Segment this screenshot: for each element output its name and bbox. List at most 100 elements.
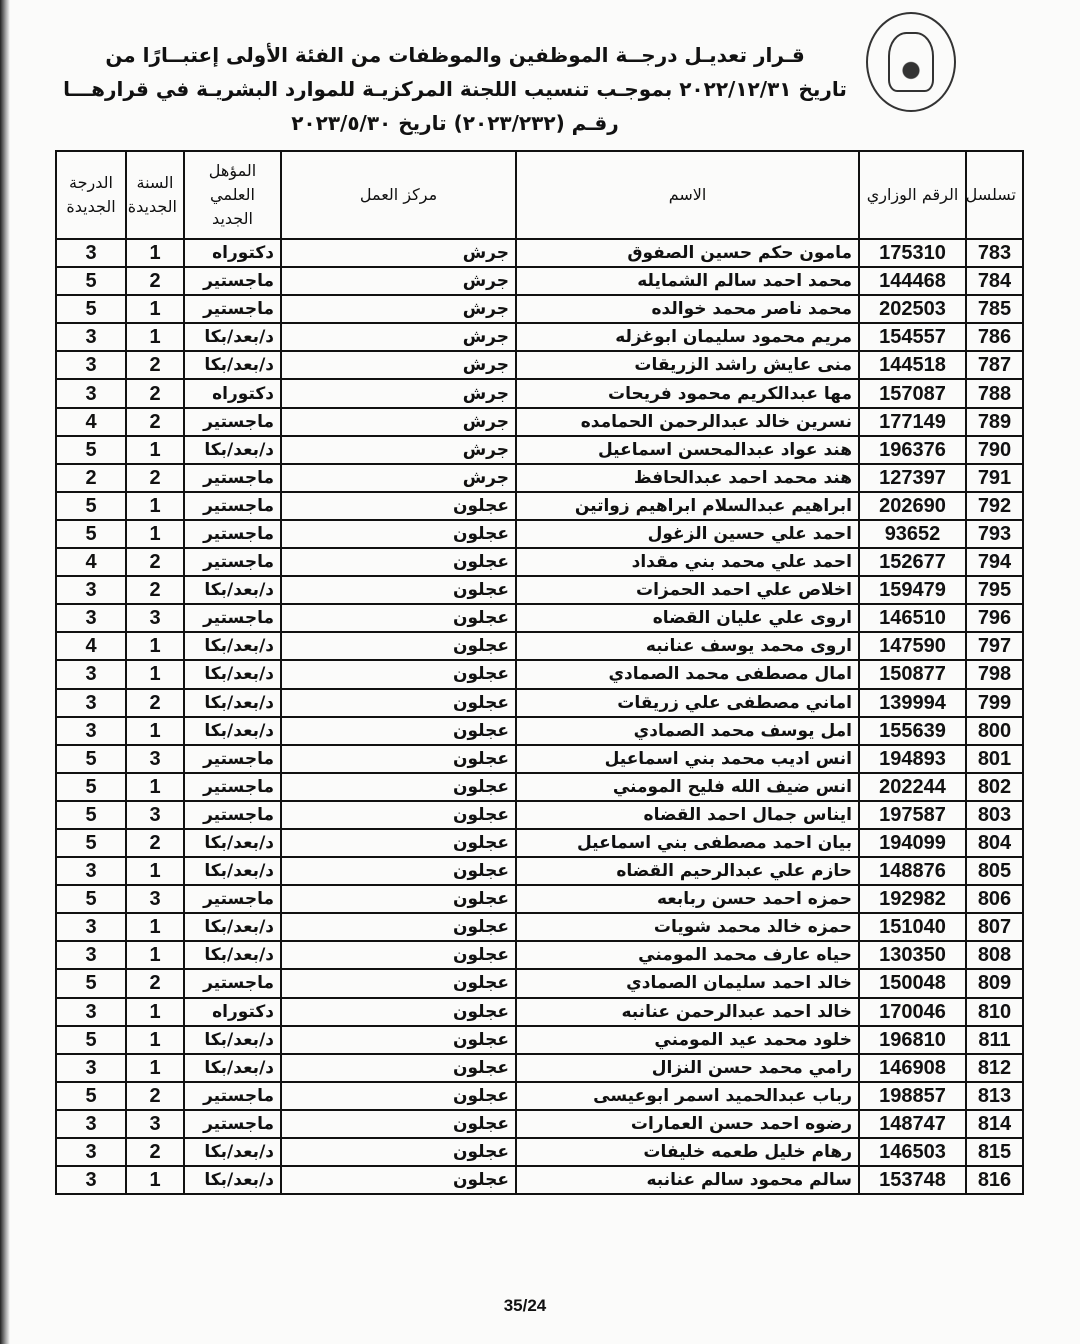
- cell-qualification: د/بعد/بكا: [183, 322, 282, 353]
- col-ministry-number: الرقم الوزاري: [858, 150, 967, 240]
- cell-name: اروى علي عليان القضاه: [515, 603, 860, 634]
- cell-new-year: 1: [125, 771, 185, 802]
- cell-new-year: 2: [125, 827, 185, 859]
- cell-new-year: 1: [125, 996, 185, 1027]
- cell-name: رهام خليل طعمه خليفات: [515, 1136, 860, 1168]
- cell-work-center: عجلون: [280, 771, 517, 802]
- cell-new-grade: 3: [55, 856, 127, 887]
- cell-serial: 804: [965, 827, 1024, 859]
- cell-new-grade: 5: [55, 743, 127, 774]
- cell-name: انس ضيف الله فليح المومني: [515, 771, 860, 802]
- col-new-grade: الدرجة الجديدة: [55, 150, 127, 240]
- cell-work-center: جرش: [280, 294, 517, 325]
- cell-qualification: د/بعد/بكا: [183, 940, 282, 971]
- cell-serial: 812: [965, 1052, 1024, 1083]
- cell-new-grade: 3: [55, 575, 127, 606]
- cell-ministry-number: 147590: [858, 631, 967, 662]
- cell-ministry-number: 148747: [858, 1108, 967, 1140]
- table-header-row: تسلسل الرقم الوزاري الاسم مركز العمل الم…: [55, 150, 1024, 240]
- cell-ministry-number: 194893: [858, 743, 967, 774]
- cell-ministry-number: 198857: [858, 1080, 967, 1111]
- cell-serial: 805: [965, 856, 1024, 887]
- cell-work-center: جرش: [280, 322, 517, 353]
- cell-new-grade: 3: [55, 237, 127, 269]
- cell-work-center: عجلون: [280, 659, 517, 690]
- cell-qualification: ماجستير: [183, 518, 282, 550]
- cell-ministry-number: 157087: [858, 378, 967, 409]
- cell-qualification: د/بعد/بكا: [183, 912, 282, 943]
- cell-new-year: 1: [125, 659, 185, 690]
- cell-work-center: جرش: [280, 378, 517, 409]
- cell-new-grade: 3: [55, 1052, 127, 1083]
- cell-qualification: ماجستير: [183, 1080, 282, 1111]
- cell-work-center: عجلون: [280, 1024, 517, 1055]
- cell-new-grade: 4: [55, 631, 127, 662]
- cell-ministry-number: 177149: [858, 406, 967, 437]
- cell-qualification: دكتوراه: [183, 378, 282, 409]
- cell-serial: 816: [965, 1165, 1024, 1196]
- cell-name: اروى محمد يوسف عنانبه: [515, 631, 860, 662]
- cell-serial: 801: [965, 743, 1024, 774]
- table-row: 793 93652 احمد علي حسين الزغول عجلون ماجستير…: [55, 518, 1024, 550]
- cell-new-grade: 3: [55, 912, 127, 943]
- cell-name: احمد علي محمد بني مقداد: [515, 547, 860, 578]
- cell-new-year: 1: [125, 940, 185, 971]
- cell-ministry-number: 192982: [858, 884, 967, 915]
- table-row: 800 155639 امل يوسف محمد الصمادي عجلون د/بعد…: [55, 715, 1024, 746]
- cell-ministry-number: 202244: [858, 771, 967, 802]
- cell-serial: 793: [965, 518, 1024, 550]
- cell-name: امل يوسف محمد الصمادي: [515, 715, 860, 746]
- cell-work-center: عجلون: [280, 490, 517, 521]
- cell-serial: 786: [965, 322, 1024, 353]
- cell-work-center: عجلون: [280, 1165, 517, 1196]
- cell-new-grade: 5: [55, 1024, 127, 1055]
- cell-name: ايناس جمال احمد القضاه: [515, 799, 860, 830]
- cell-new-year: 2: [125, 378, 185, 409]
- table-row: 801 194893 انس اديب محمد بني اسماعيل عجلون م…: [55, 743, 1024, 774]
- cell-new-year: 1: [125, 912, 185, 943]
- table-row: 791 127397 هند محمد احمد عبدالحافظ جرش ماجست…: [55, 462, 1024, 493]
- table-row: 809 150048 خالد احمد سليمان الصمادي عجلون ما…: [55, 968, 1024, 999]
- cell-qualification: د/بعد/بكا: [183, 631, 282, 662]
- cell-name: خالد احمد عبدالرحمن عنانبه: [515, 996, 860, 1027]
- cell-new-grade: 3: [55, 715, 127, 746]
- table-row: 804 194099 بيان احمد مصطفى بني اسماعيل عجلو…: [55, 827, 1024, 859]
- cell-name: مامون حكم حسين الصفوق: [515, 237, 860, 269]
- cell-new-year: 1: [125, 434, 185, 465]
- cell-serial: 800: [965, 715, 1024, 746]
- cell-ministry-number: 155639: [858, 715, 967, 746]
- cell-work-center: عجلون: [280, 799, 517, 830]
- cell-name: خالد احمد سليمان الصمادي: [515, 968, 860, 999]
- cell-ministry-number: 170046: [858, 996, 967, 1027]
- table-row: 786 154557 مريم محمود سليمان ابوغزله جرش د/ب…: [55, 322, 1024, 353]
- cell-ministry-number: 148876: [858, 856, 967, 887]
- cell-qualification: د/بعد/بكا: [183, 827, 282, 859]
- cell-work-center: عجلون: [280, 575, 517, 606]
- cell-ministry-number: 130350: [858, 940, 967, 971]
- cell-new-grade: 5: [55, 968, 127, 999]
- cell-qualification: ماجستير: [183, 603, 282, 634]
- cell-qualification: ماجستير: [183, 1108, 282, 1140]
- cell-new-grade: 2: [55, 462, 127, 493]
- table-row: 814 148747 رضوه احمد حسن العمارات عجلون ماجس…: [55, 1108, 1024, 1140]
- cell-name: حمزه خالد محمد شويات: [515, 912, 860, 943]
- cell-work-center: عجلون: [280, 1136, 517, 1168]
- cell-qualification: د/بعد/بكا: [183, 1024, 282, 1055]
- cell-new-grade: 5: [55, 518, 127, 550]
- cell-new-grade: 4: [55, 547, 127, 578]
- cell-name: سالم محمود سالم عنانبه: [515, 1165, 860, 1196]
- cell-new-grade: 3: [55, 996, 127, 1027]
- cell-work-center: عجلون: [280, 1108, 517, 1140]
- cell-serial: 815: [965, 1136, 1024, 1168]
- cell-new-year: 1: [125, 856, 185, 887]
- cell-new-year: 2: [125, 687, 185, 718]
- col-qualification: المؤهل العلمي الجديد: [183, 150, 282, 240]
- cell-qualification: د/بعد/بكا: [183, 434, 282, 465]
- cell-new-grade: 3: [55, 1108, 127, 1140]
- cell-serial: 802: [965, 771, 1024, 802]
- cell-serial: 784: [965, 266, 1024, 297]
- cell-serial: 813: [965, 1080, 1024, 1111]
- cell-serial: 787: [965, 350, 1024, 381]
- cell-new-year: 3: [125, 743, 185, 774]
- cell-new-grade: 3: [55, 687, 127, 718]
